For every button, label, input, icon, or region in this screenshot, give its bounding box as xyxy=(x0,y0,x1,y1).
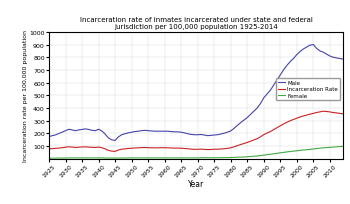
Incarceration Rate xyxy=(301,115,306,118)
Line: Male: Male xyxy=(49,45,343,141)
Female xyxy=(86,157,91,159)
Male xyxy=(139,130,144,132)
Incarceration Rate xyxy=(321,111,325,113)
Male xyxy=(295,54,299,57)
Incarceration Rate xyxy=(295,118,299,120)
Male xyxy=(334,57,338,60)
Female xyxy=(136,157,140,159)
Incarceration Rate xyxy=(334,112,338,115)
Male xyxy=(255,107,259,110)
Legend: Male, Incarceration Rate, Female: Male, Incarceration Rate, Female xyxy=(276,79,340,100)
Incarceration Rate xyxy=(47,148,51,150)
Line: Incarceration Rate: Incarceration Rate xyxy=(49,112,343,152)
Y-axis label: Incarceration rate per 100,000 population: Incarceration rate per 100,000 populatio… xyxy=(23,30,28,162)
Male xyxy=(113,140,117,142)
Incarceration Rate xyxy=(255,138,259,140)
Female xyxy=(47,157,51,160)
Female xyxy=(291,150,295,153)
Female xyxy=(298,149,302,152)
Incarceration Rate xyxy=(341,113,345,115)
Line: Female: Female xyxy=(49,147,343,158)
X-axis label: Year: Year xyxy=(188,179,204,188)
Male xyxy=(47,136,51,138)
Female xyxy=(341,145,345,148)
Incarceration Rate xyxy=(86,146,91,149)
Male xyxy=(86,129,91,131)
Male xyxy=(311,44,315,47)
Title: Incarceration rate of inmates incarcerated under state and federal
jurisdiction : Incarceration rate of inmates incarcerat… xyxy=(79,17,313,30)
Male xyxy=(341,59,345,61)
Incarceration Rate xyxy=(113,150,117,153)
Incarceration Rate xyxy=(139,147,144,149)
Female xyxy=(252,155,256,158)
Male xyxy=(301,49,306,51)
Female xyxy=(328,146,332,149)
